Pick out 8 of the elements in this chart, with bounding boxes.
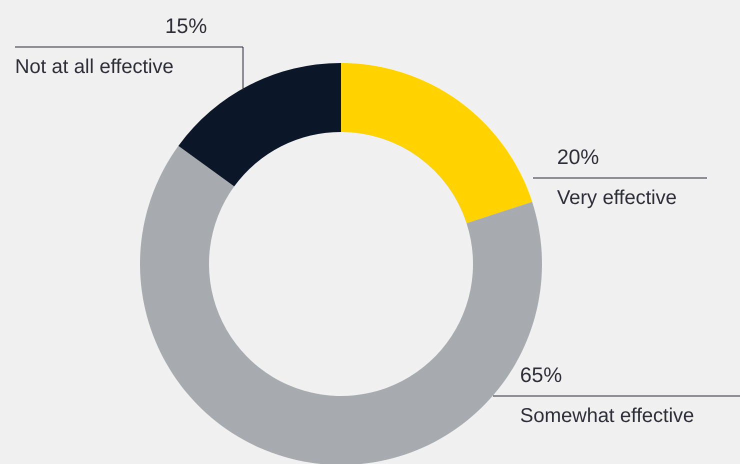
slice-label: Very effective [557, 187, 677, 209]
slice-label: Somewhat effective [520, 405, 694, 427]
slice-label: Not at all effective [15, 56, 174, 78]
data-label: 20% [557, 146, 600, 169]
donut-slice [341, 63, 532, 224]
data-label: 15% [165, 15, 208, 38]
data-label: 65% [520, 364, 562, 387]
donut-slice [178, 63, 341, 186]
